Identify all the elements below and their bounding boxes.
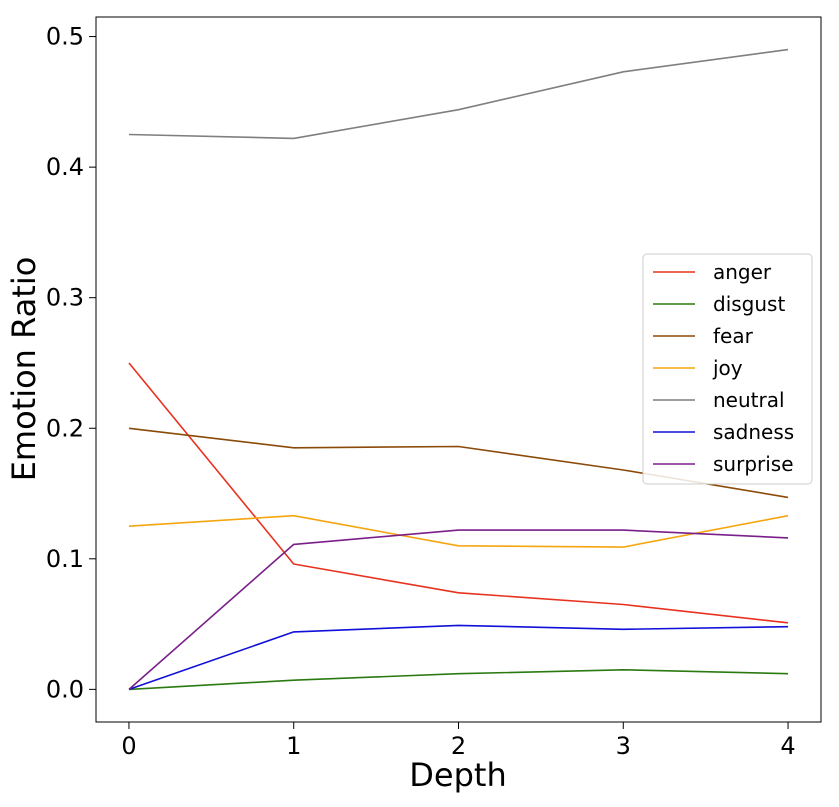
x-tick-label: 0 [121,732,136,760]
legend: anger disgust fear joy neutral sadness surpris… [642,253,813,485]
y-tick-label: 0.0 [46,675,84,703]
series-line-disgust [128,668,789,691]
series-line-neutral [128,48,789,140]
series-line-anger [128,362,789,624]
legend-label-disgust: disgust [713,292,785,316]
legend-label-sadness: sadness [713,420,794,444]
x-ticks: 0 1 2 3 4 [121,722,796,760]
y-tick-label: 0.5 [46,23,84,51]
series-line-joy [128,514,789,548]
y-tick-label: 0.2 [46,414,84,442]
x-tick-label: 2 [451,732,466,760]
series-line-surprise [128,529,789,691]
legend-label-surprise: surprise [713,452,794,476]
legend-label-fear: fear [713,324,754,348]
legend-label-anger: anger [713,260,772,284]
x-axis-label: Depth [409,756,506,794]
y-tick-label: 0.1 [46,545,84,573]
series-line-sadness [128,624,789,691]
y-axis-label: Emotion Ratio [5,257,43,482]
series-layer [128,48,789,691]
y-ticks: 0.0 0.1 0.2 0.3 0.4 0.5 [46,23,96,703]
y-tick-label: 0.3 [46,284,84,312]
x-tick-label: 1 [286,732,301,760]
legend-label-joy: joy [712,356,743,380]
legend-box [642,253,813,485]
x-tick-label: 4 [780,732,795,760]
x-tick-label: 3 [616,732,631,760]
legend-label-neutral: neutral [713,388,785,412]
y-tick-label: 0.4 [46,153,84,181]
